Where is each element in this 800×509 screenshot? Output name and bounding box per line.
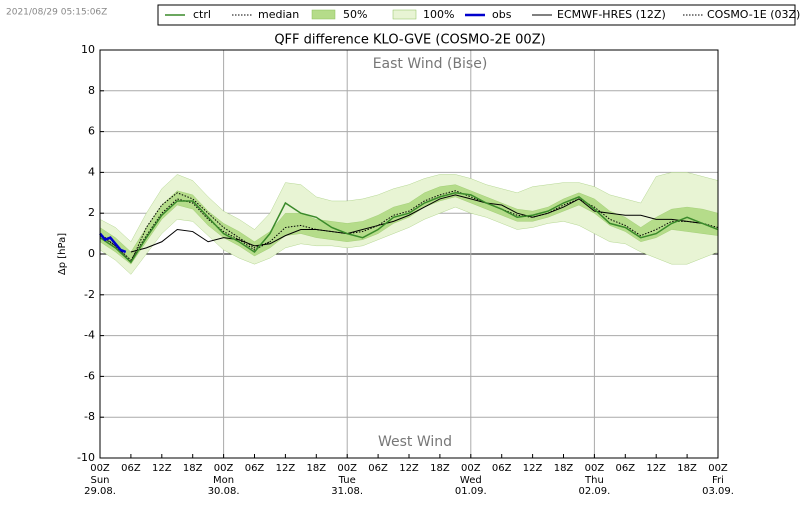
day-label: Fri (712, 475, 724, 486)
x-tick-label: 00Z (461, 463, 481, 474)
plot-frame (99, 49, 719, 459)
y-tick-label: 2 (88, 206, 95, 219)
x-tick-label: 12Z (276, 463, 296, 474)
date-label: 31.08. (331, 486, 363, 497)
y-tick-label: 4 (88, 165, 95, 178)
x-tick-label: 18Z (554, 463, 574, 474)
x-tick-label: 12Z (399, 463, 419, 474)
y-tick-label: 8 (88, 84, 95, 97)
x-tick-label: 00Z (585, 463, 605, 474)
y-tick-label: -6 (84, 369, 95, 382)
x-tick-label: 12Z (152, 463, 172, 474)
y-tick-label: 0 (88, 247, 95, 260)
line (130, 194, 719, 253)
annotation: East Wind (Bise) (373, 56, 488, 72)
x-tick-label: 06Z (245, 463, 265, 474)
line (99, 192, 271, 264)
x-tick-label: 06Z (368, 463, 388, 474)
x-tick-label: 06Z (492, 463, 512, 474)
x-tick-label: 00Z (337, 463, 357, 474)
legend-label: ECMWF-HRES (12Z) (557, 8, 666, 21)
date-label: 03.09. (702, 486, 734, 497)
x-tick-label: 06Z (616, 463, 636, 474)
legend-label: 100% (423, 8, 454, 21)
x-tick-label: 18Z (430, 463, 450, 474)
x-tick-label: 18Z (307, 463, 327, 474)
x-tick-label: 06Z (121, 463, 141, 474)
chart-title: QFF difference KLO-GVE (COSMO-2E 00Z) (274, 33, 545, 48)
x-tick-label: 12Z (646, 463, 666, 474)
date-label: 01.09. (455, 486, 487, 497)
legend-label: COSMO-1E (03Z) (707, 8, 800, 21)
date-label: 02.09. (578, 486, 610, 497)
y-axis-label: Δp [hPa] (57, 233, 68, 275)
day-label: Wed (460, 475, 482, 486)
legend-label: ctrl (193, 8, 211, 21)
line (99, 232, 127, 254)
line (99, 192, 719, 264)
x-tick-label: 00Z (90, 463, 110, 474)
y-tick-label: -4 (84, 329, 95, 342)
y-tick-label: 6 (88, 125, 95, 138)
annotation: West Wind (378, 434, 452, 450)
day-label: Thu (584, 475, 604, 486)
x-tick-label: 18Z (183, 463, 203, 474)
line (99, 190, 719, 261)
y-tick-label: -2 (84, 288, 95, 301)
y-tick-label: -10 (77, 451, 95, 464)
y-tick-label: 10 (81, 43, 95, 56)
date-label: 29.08. (84, 486, 116, 497)
legend-label: obs (492, 8, 512, 21)
legend-label: median (258, 8, 299, 21)
legend-swatch (392, 9, 417, 20)
legend-swatch (311, 9, 336, 20)
date-label: 30.08. (208, 486, 240, 497)
x-tick-label: 12Z (523, 463, 543, 474)
day-label: Mon (213, 475, 234, 486)
day-label: Sun (90, 475, 109, 486)
timestamp: 2021/08/29 05:15:06Z (6, 8, 107, 18)
x-tick-label: 00Z (708, 463, 728, 474)
y-tick-label: -8 (84, 410, 95, 423)
x-tick-label: 18Z (677, 463, 697, 474)
x-tick-label: 00Z (214, 463, 234, 474)
day-label: Tue (338, 475, 356, 486)
legend-label: 50% (343, 8, 367, 21)
